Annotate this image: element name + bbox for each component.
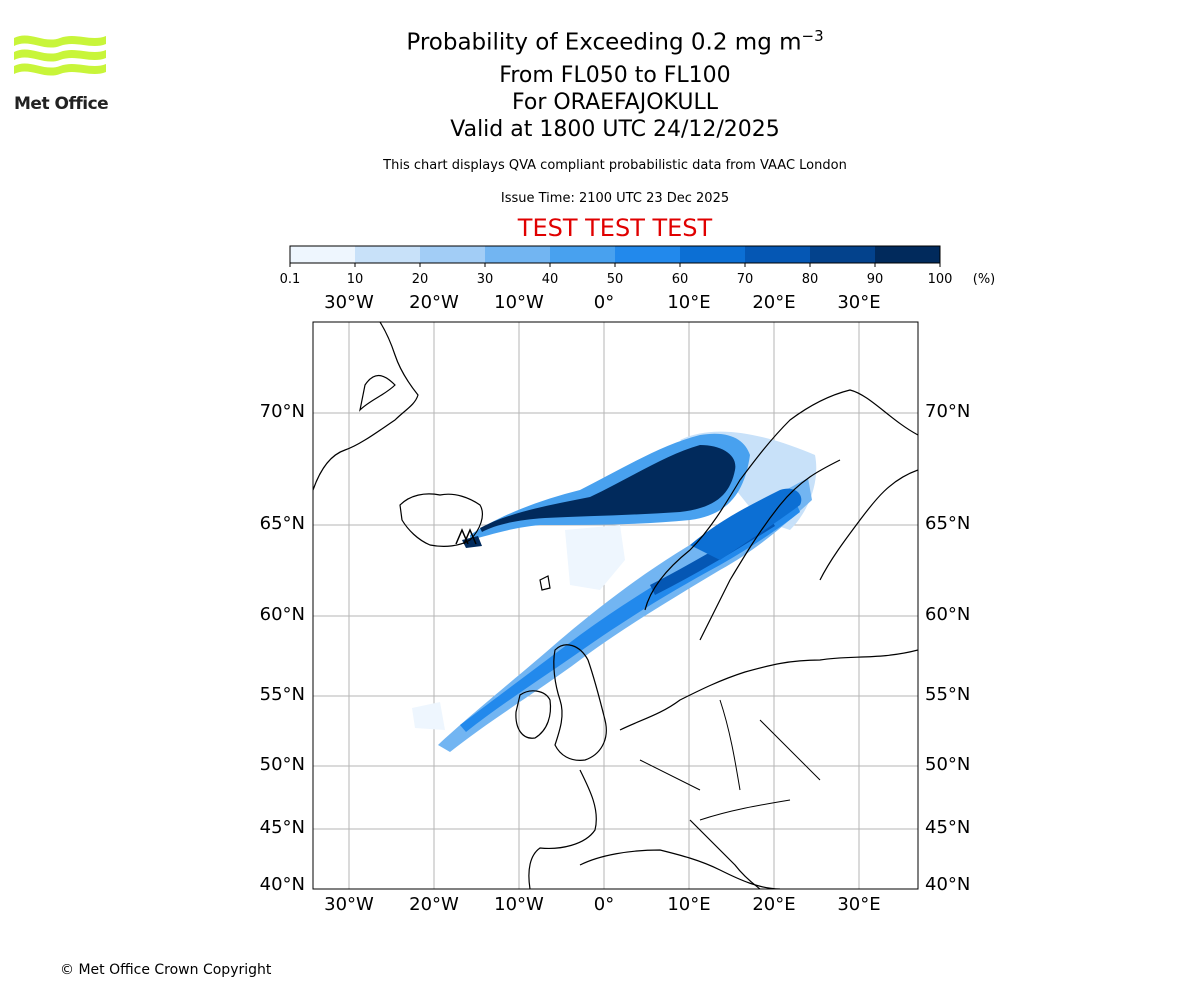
colorbar-segment <box>810 246 876 263</box>
longitude-label-bottom: 10°W <box>494 894 544 915</box>
valid-time: Valid at 1800 UTC 24/12/2025 <box>450 117 780 142</box>
sweden-coast <box>699 459 841 641</box>
finland-coast <box>819 469 918 581</box>
met-office-logo: Met Office <box>14 30 114 114</box>
latitude-label-right: 55°N <box>925 684 971 705</box>
plume-east-arm <box>690 488 802 560</box>
plume-north-core <box>480 445 736 532</box>
colorbar-segment <box>420 246 486 263</box>
map-frame <box>312 321 919 890</box>
colorbar-segment <box>680 246 746 263</box>
coastlines <box>313 322 918 889</box>
latitude-label-right: 50°N <box>925 754 971 775</box>
issue-time: Issue Time: 2100 UTC 23 Dec 2025 <box>500 191 730 206</box>
continent-north-coast <box>619 649 918 731</box>
colorbar-tick-label: 90 <box>867 272 884 287</box>
longitude-label-bottom: 20°E <box>752 894 796 915</box>
title-unit-exponent: −3 <box>801 27 824 45</box>
latitude-label-left: 45°N <box>259 817 305 838</box>
longitude-label-bottom: 30°E <box>837 894 881 915</box>
volcano-marker-icon <box>455 528 477 545</box>
mediterranean-coast <box>579 849 781 889</box>
chart-description: This chart displays QVA compliant probab… <box>383 158 847 173</box>
colorbar-segment <box>290 246 356 263</box>
flight-level-range: From FL050 to FL100 <box>499 63 731 88</box>
copyright-notice: © Met Office Crown Copyright <box>60 962 272 978</box>
plume-source <box>462 536 482 548</box>
latitude-label-left: 50°N <box>259 754 305 775</box>
met-office-logo-text: Met Office <box>14 94 109 114</box>
longitude-label-top: 20°E <box>752 292 796 313</box>
title-main: Probability of Exceeding 0.2 mg m <box>406 29 802 56</box>
colorbar-tick-label: 10 <box>347 272 364 287</box>
latitude-label-left: 60°N <box>259 604 305 625</box>
colorbar: 0.1 10 20 30 40 50 60 70 80 90 100 (%) <box>280 245 996 287</box>
colorbar-tick-label: 70 <box>737 272 754 287</box>
colorbar-tick-label: 0.1 <box>280 272 300 287</box>
colorbar-segment <box>355 246 421 263</box>
latitude-label-left: 65°N <box>259 513 305 534</box>
colorbar-segment <box>615 246 681 263</box>
colorbar-tick-label: 40 <box>542 272 559 287</box>
italy-coast <box>689 819 761 889</box>
plume-low-probability <box>412 702 445 730</box>
volcano-name: For ORAEFAJOKULL <box>512 90 718 115</box>
colorbar-tick-label: 100 <box>928 272 953 287</box>
longitude-label-bottom: 30°W <box>324 894 374 915</box>
colorbar-segment <box>875 246 941 263</box>
longitude-label-top: 20°W <box>409 292 459 313</box>
longitude-label-top: 30°E <box>837 292 881 313</box>
longitude-label-top: 10°E <box>667 292 711 313</box>
latitude-label-left: 40°N <box>259 874 305 895</box>
longitude-label-bottom: 0° <box>593 894 615 915</box>
colorbar-segment <box>550 246 616 263</box>
colorbar-segment <box>485 246 551 263</box>
colorbar-tick-label: 30 <box>477 272 494 287</box>
continent-west-coast <box>528 769 597 889</box>
latitude-label-left: 70°N <box>259 401 305 422</box>
longitude-label-bottom: 10°E <box>667 894 711 915</box>
met-office-waves-icon <box>14 35 106 76</box>
longitude-label-bottom: 20°W <box>409 894 459 915</box>
ireland-coast <box>515 690 552 739</box>
colorbar-tick-label: 80 <box>802 272 819 287</box>
latitude-label-right: 60°N <box>925 604 971 625</box>
colorbar-tick-label: 60 <box>672 272 689 287</box>
latitude-label-left: 55°N <box>259 684 305 705</box>
great-britain-coast <box>553 644 607 761</box>
longitude-label-top: 0° <box>593 292 615 313</box>
longitude-label-top: 10°W <box>494 292 544 313</box>
colorbar-tick-label: 50 <box>607 272 624 287</box>
latitude-label-right: 40°N <box>925 874 971 895</box>
longitude-label-top: 30°W <box>324 292 374 313</box>
iceland-coast <box>399 493 483 547</box>
latitude-label-right: 70°N <box>925 401 971 422</box>
colorbar-tick-label: 20 <box>412 272 429 287</box>
chart-title: Probability of Exceeding 0.2 mg m−3 <box>0 27 1200 56</box>
plume-low-probability <box>565 525 625 590</box>
ash-probability-field <box>412 431 817 752</box>
latitude-label-right: 65°N <box>925 513 971 534</box>
test-banner: TEST TEST TEST <box>517 214 713 242</box>
colorbar-segment <box>745 246 811 263</box>
latitude-label-right: 45°N <box>925 817 971 838</box>
colorbar-unit: (%) <box>973 272 996 287</box>
norway-coast <box>644 389 918 611</box>
